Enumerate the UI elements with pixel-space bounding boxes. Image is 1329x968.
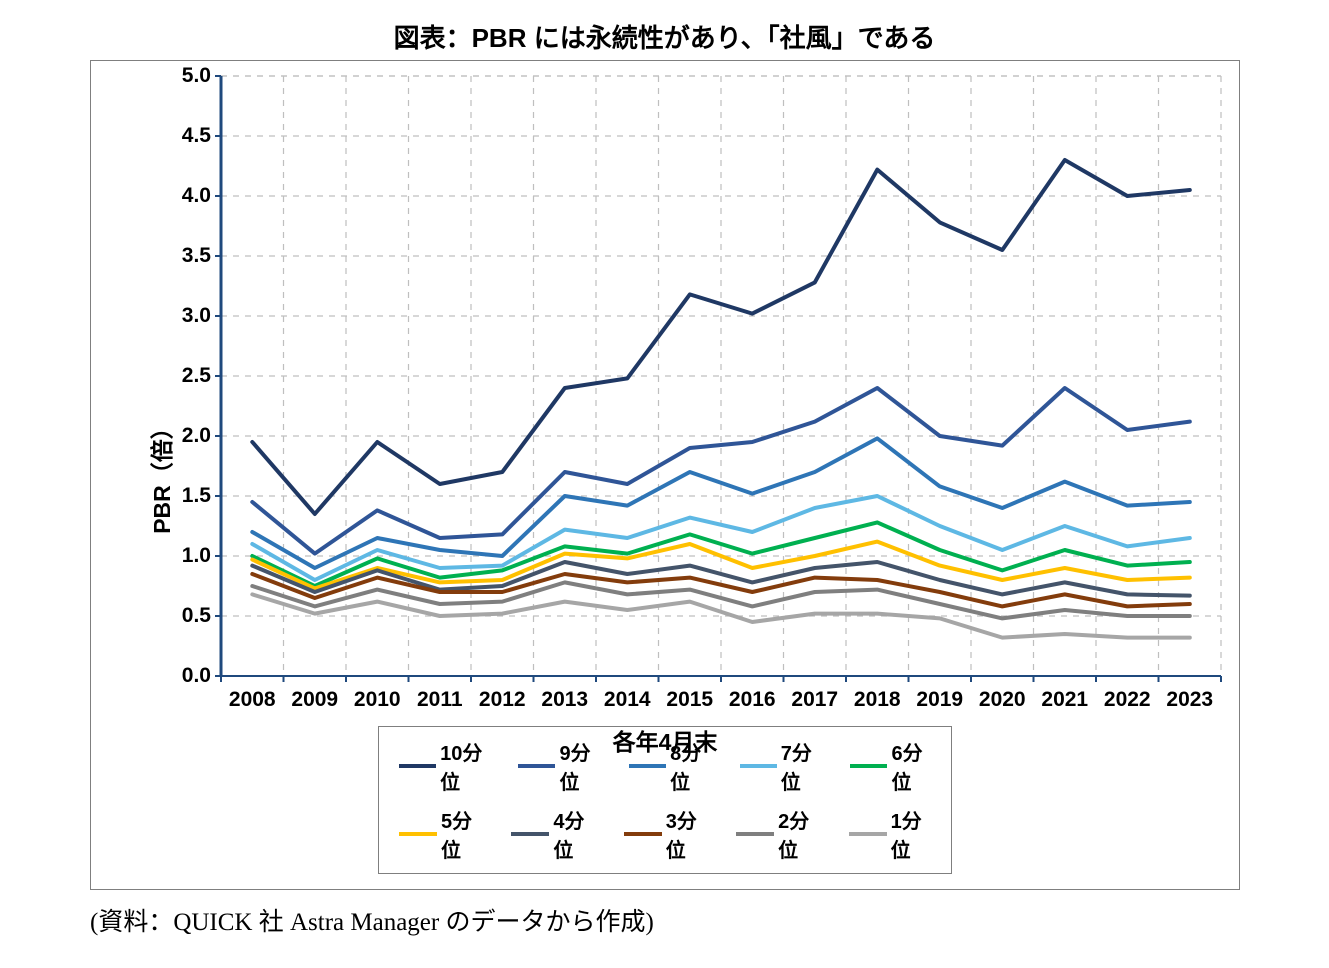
x-tick-label: 2012 xyxy=(471,688,533,712)
legend-swatch xyxy=(629,764,666,768)
legend-label: 7分位 xyxy=(781,737,821,795)
legend-label: 10分位 xyxy=(440,737,488,795)
legend-label: 3分位 xyxy=(666,805,706,863)
legend-swatch xyxy=(511,832,549,836)
x-tick-label: 2009 xyxy=(284,688,346,712)
legend-label: 2分位 xyxy=(778,805,818,863)
y-tick-label: 3.0 xyxy=(161,304,211,328)
legend-item: 6分位 xyxy=(850,737,931,795)
legend-swatch xyxy=(736,832,774,836)
legend-item: 9分位 xyxy=(518,737,599,795)
y-tick-label: 2.5 xyxy=(161,364,211,388)
legend-swatch xyxy=(740,764,777,768)
y-tick-label: 1.0 xyxy=(161,544,211,568)
x-tick-label: 2015 xyxy=(659,688,721,712)
legend-swatch xyxy=(518,764,555,768)
legend-row: 5分位 4分位 3分位 2分位 1分位 xyxy=(399,805,931,863)
x-tick-label: 2022 xyxy=(1096,688,1158,712)
legend-label: 5分位 xyxy=(441,805,481,863)
legend-item: 4分位 xyxy=(511,805,593,863)
chart-title: 図表：PBR には永続性があり、「社風」である xyxy=(0,18,1329,55)
x-tick-label: 2011 xyxy=(409,688,471,712)
y-tick-label: 4.5 xyxy=(161,124,211,148)
x-tick-label: 2013 xyxy=(534,688,596,712)
x-tick-label: 2023 xyxy=(1159,688,1221,712)
line-chart-svg xyxy=(221,76,1221,676)
x-tick-label: 2021 xyxy=(1034,688,1096,712)
y-tick-label: 5.0 xyxy=(161,64,211,88)
x-tick-label: 2014 xyxy=(596,688,658,712)
legend-item: 2分位 xyxy=(736,805,818,863)
legend-swatch xyxy=(399,764,436,768)
legend-label: 1分位 xyxy=(891,805,931,863)
legend-label: 8分位 xyxy=(670,737,710,795)
y-tick-label: 0.5 xyxy=(161,604,211,628)
y-tick-label: 1.5 xyxy=(161,484,211,508)
legend-item: 3分位 xyxy=(624,805,706,863)
legend-label: 6分位 xyxy=(891,737,931,795)
legend-swatch xyxy=(399,832,437,836)
legend-label: 4分位 xyxy=(553,805,593,863)
y-tick-label: 4.0 xyxy=(161,184,211,208)
y-tick-label: 0.0 xyxy=(161,664,211,688)
legend: 10分位 9分位 8分位 7分位 6分位 5分位 4分位 3分位 2分位 1分位 xyxy=(378,726,952,874)
chart-container: PBR（倍） 0.00.51.01.52.02.53.03.54.04.55.0… xyxy=(90,60,1240,890)
x-tick-label: 2010 xyxy=(346,688,408,712)
page: 図表：PBR には永続性があり、「社風」である PBR（倍） 0.00.51.0… xyxy=(0,0,1329,968)
legend-item: 8分位 xyxy=(629,737,710,795)
y-tick-label: 3.5 xyxy=(161,244,211,268)
source-note: (資料：QUICK 社 Astra Manager のデータから作成) xyxy=(90,902,654,938)
plot-area xyxy=(221,76,1221,676)
x-tick-label: 2019 xyxy=(909,688,971,712)
legend-row: 10分位 9分位 8分位 7分位 6分位 xyxy=(399,737,931,795)
legend-item: 7分位 xyxy=(740,737,821,795)
legend-swatch xyxy=(849,832,887,836)
legend-label: 9分位 xyxy=(559,737,599,795)
legend-item: 10分位 xyxy=(399,737,488,795)
x-tick-label: 2020 xyxy=(971,688,1033,712)
x-tick-label: 2018 xyxy=(846,688,908,712)
x-tick-label: 2017 xyxy=(784,688,846,712)
y-tick-label: 2.0 xyxy=(161,424,211,448)
legend-item: 1分位 xyxy=(849,805,931,863)
legend-swatch xyxy=(624,832,662,836)
x-tick-label: 2008 xyxy=(221,688,283,712)
legend-swatch xyxy=(850,764,887,768)
legend-item: 5分位 xyxy=(399,805,481,863)
x-tick-label: 2016 xyxy=(721,688,783,712)
